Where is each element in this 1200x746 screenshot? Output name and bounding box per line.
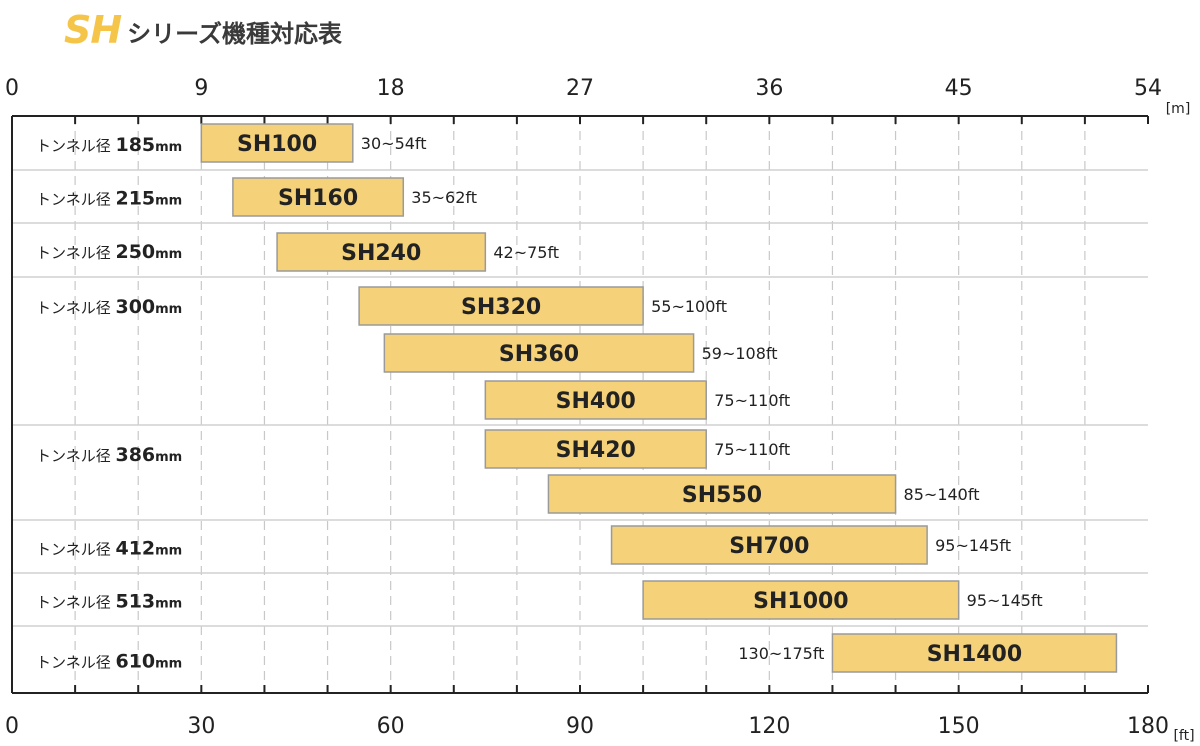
tunnel-diameter-label: トンネル径 610mm xyxy=(36,651,182,673)
bottom-axis-label: 120 xyxy=(748,714,790,739)
model-label: SH700 xyxy=(729,534,809,559)
chart-title-prefix: SH xyxy=(64,8,122,52)
range-bar xyxy=(547,474,897,514)
model-label: SH100 xyxy=(237,132,317,157)
range-label: 85~140ft xyxy=(904,485,980,504)
range-label: 55~100ft xyxy=(651,297,727,316)
bottom-axis-label: 150 xyxy=(938,714,980,739)
range-bar xyxy=(484,429,707,469)
range-bar-sh550: SH550 85~140ft xyxy=(547,474,980,514)
range-bar xyxy=(642,580,960,620)
tunnel-diameter-label: トンネル径 185mm xyxy=(36,134,182,156)
range-label: 59~108ft xyxy=(702,344,778,363)
range-bar-sh100: SH100 30~54ft xyxy=(200,123,427,163)
range-bar-sh1000: SH1000 95~145ft xyxy=(642,580,1043,620)
range-bar-sh700: SH700 95~145ft xyxy=(610,525,1011,565)
bottom-axis-label: 180 xyxy=(1127,714,1169,739)
range-bar-sh160: SH160 35~62ft xyxy=(232,177,477,217)
model-label: SH320 xyxy=(461,295,541,320)
range-bar xyxy=(200,123,354,163)
range-label: 75~110ft xyxy=(714,440,790,459)
range-bar xyxy=(610,525,928,565)
model-label: SH1000 xyxy=(753,589,849,614)
model-label: SH400 xyxy=(556,389,636,414)
tunnel-diameter-label: トンネル径 513mm xyxy=(36,591,182,613)
top-axis-label: 36 xyxy=(755,76,783,101)
range-label: 130~175ft xyxy=(738,644,824,663)
range-label: 35~62ft xyxy=(411,188,477,207)
range-bar xyxy=(232,177,405,217)
range-bar-sh400: SH400 75~110ft xyxy=(484,380,790,420)
model-label: SH240 xyxy=(341,241,421,266)
range-bar-sh1400: SH1400 130~175ft xyxy=(738,633,1118,673)
range-bar xyxy=(484,380,707,420)
range-bar xyxy=(358,286,644,326)
model-label: SH360 xyxy=(499,342,579,367)
bottom-axis-label: 30 xyxy=(187,714,215,739)
model-label: SH1400 xyxy=(927,642,1023,667)
range-label: 42~75ft xyxy=(493,243,559,262)
bottom-axis-label: 60 xyxy=(377,714,405,739)
bottom-axis-label: 90 xyxy=(566,714,594,739)
tunnel-diameter-label: トンネル径 386mm xyxy=(36,444,182,466)
top-axis-unit: [m] xyxy=(1166,101,1191,117)
range-bar-sh420: SH420 75~110ft xyxy=(484,429,790,469)
top-axis-label: 54 xyxy=(1134,76,1162,101)
top-axis-label: 18 xyxy=(377,76,405,101)
tunnel-diameter-label: トンネル径 215mm xyxy=(36,188,182,210)
tunnel-diameter-label: トンネル径 250mm xyxy=(36,241,182,263)
range-bar-sh240: SH240 42~75ft xyxy=(276,232,559,272)
top-axis-label: 0 xyxy=(5,76,19,101)
range-bar xyxy=(383,333,695,373)
chart-title-text: シリーズ機種対応表 xyxy=(127,20,342,48)
bottom-axis-unit: [ft] xyxy=(1173,728,1194,744)
bottom-axis-label: 0 xyxy=(5,714,19,739)
range-bar xyxy=(831,633,1118,673)
range-label: 30~54ft xyxy=(361,134,427,153)
range-label: 75~110ft xyxy=(714,391,790,410)
chart-title: SH シリーズ機種対応表 xyxy=(64,6,342,54)
model-label: SH550 xyxy=(682,483,762,508)
top-axis-label: 27 xyxy=(566,76,594,101)
range-bar xyxy=(276,232,487,272)
model-label: SH160 xyxy=(278,186,358,211)
tunnel-diameter-label: トンネル径 300mm xyxy=(36,296,182,318)
top-axis-label: 9 xyxy=(194,76,208,101)
top-axis-label: 45 xyxy=(945,76,973,101)
range-label: 95~145ft xyxy=(935,536,1011,555)
range-bar-sh360: SH360 59~108ft xyxy=(383,333,778,373)
range-bar-sh320: SH320 55~100ft xyxy=(358,286,727,326)
model-label: SH420 xyxy=(556,438,636,463)
tunnel-diameter-label: トンネル径 412mm xyxy=(36,538,182,560)
range-label: 95~145ft xyxy=(967,591,1043,610)
